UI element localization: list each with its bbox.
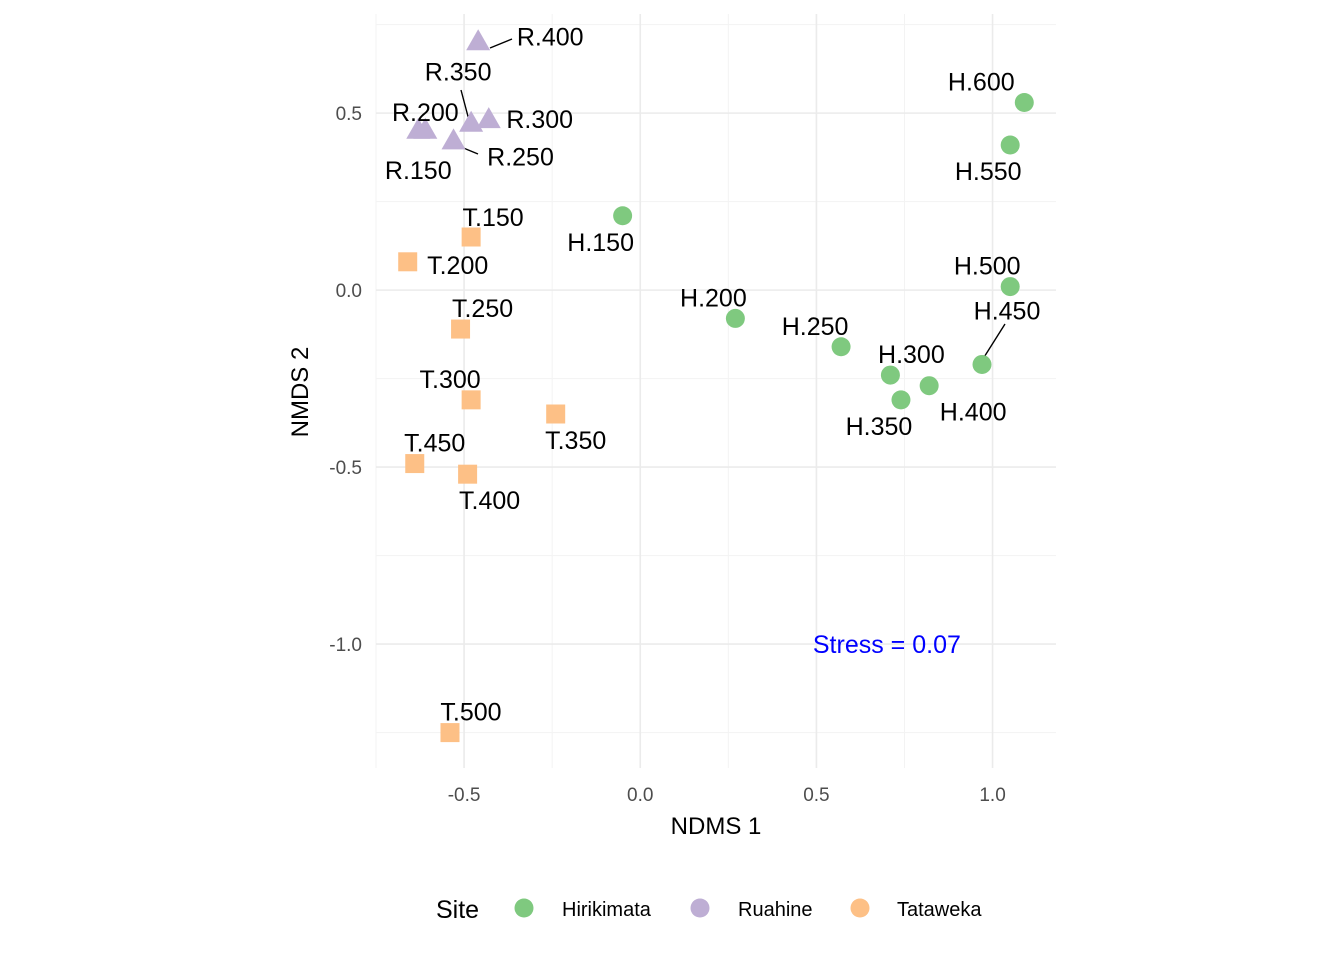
data-points — [398, 29, 1034, 743]
point-t-300 — [461, 390, 481, 410]
label-h-550: H.550 — [955, 158, 1022, 186]
stress-annotation: Stress = 0.07 — [813, 631, 961, 659]
point-t-500 — [440, 723, 460, 743]
minor-gridlines — [375, 14, 1056, 768]
label-r-350: R.350 — [425, 59, 492, 87]
point-h-250 — [831, 337, 851, 357]
label-h-500: H.500 — [954, 253, 1021, 281]
point-h-550 — [1000, 135, 1020, 155]
label-h-600: H.600 — [948, 68, 1015, 96]
label-t-200: T.200 — [427, 252, 488, 280]
label-t-400: T.400 — [459, 487, 520, 515]
point-labels: H.150 H.200 H.250 H.300 H.350 H.400 H.450 H.500… — [385, 23, 1040, 726]
point-h-350 — [891, 390, 911, 410]
label-h-150: H.150 — [567, 229, 634, 257]
label-h-400: H.400 — [940, 399, 1007, 427]
y-tick-label: 0.0 — [336, 281, 362, 302]
point-t-450 — [405, 454, 425, 474]
label-r-200: R.200 — [392, 99, 459, 127]
label-h-200: H.200 — [680, 284, 747, 312]
label-t-500: T.500 — [440, 699, 501, 727]
y-axis-title: NMDS 2 — [287, 347, 314, 438]
legend-title: Site — [436, 896, 479, 924]
legend-key-ruahine — [690, 898, 710, 918]
y-tick-label: 0.5 — [336, 104, 362, 125]
point-h-150 — [613, 206, 633, 226]
label-h-350: H.350 — [846, 413, 913, 441]
label-t-450: T.450 — [404, 430, 465, 458]
label-r-250: R.250 — [487, 143, 554, 171]
legend-label-ruahine: Ruahine — [738, 899, 813, 921]
axis-tick-labels: -0.5 0.0 0.5 1.0 -1.0 -0.5 0.0 0.5 — [329, 104, 1006, 806]
label-t-250: T.250 — [452, 295, 513, 323]
label-t-300: T.300 — [420, 366, 481, 394]
point-h-450 — [972, 354, 992, 374]
point-h-200 — [725, 308, 745, 328]
label-r-400: R.400 — [517, 23, 584, 51]
point-h-400 — [919, 376, 939, 396]
label-h-450: H.450 — [974, 297, 1041, 325]
label-h-300: H.300 — [878, 341, 945, 369]
label-r-300: R.300 — [506, 106, 573, 134]
label-t-350: T.350 — [545, 427, 606, 455]
point-t-250 — [451, 319, 471, 339]
x-tick-label: 0.0 — [627, 785, 653, 806]
point-h-300 — [880, 365, 900, 385]
point-h-500 — [1000, 277, 1020, 297]
point-r-400 — [466, 29, 491, 51]
x-axis-title: NDMS 1 — [671, 813, 762, 840]
point-r-300 — [476, 107, 501, 129]
legend-label-hirikimata: Hirikimata — [562, 899, 652, 921]
point-t-350 — [546, 404, 566, 424]
label-h-250: H.250 — [782, 313, 849, 341]
point-t-400 — [458, 464, 478, 484]
y-tick-label: -1.0 — [329, 635, 362, 656]
point-r-200 — [413, 117, 438, 139]
point-t-150 — [461, 227, 481, 247]
label-r-150: R.150 — [385, 157, 452, 185]
x-tick-label: 0.5 — [803, 785, 829, 806]
legend: Site Hirikimata Ruahine Tataweka — [436, 896, 982, 924]
label-t-150: T.150 — [463, 204, 524, 232]
y-tick-label: -0.5 — [329, 458, 362, 479]
major-gridlines — [376, 14, 1056, 768]
legend-label-tataweka: Tataweka — [897, 899, 982, 921]
point-h-600 — [1014, 92, 1034, 112]
point-r-350 — [459, 110, 484, 132]
connector-r-400 — [489, 38, 513, 49]
legend-key-hirikimata — [514, 898, 534, 918]
x-tick-label: 1.0 — [979, 785, 1005, 806]
point-t-200 — [398, 252, 418, 272]
point-r-250 — [441, 128, 466, 150]
legend-key-tataweka — [850, 898, 870, 918]
x-tick-label: -0.5 — [448, 785, 481, 806]
